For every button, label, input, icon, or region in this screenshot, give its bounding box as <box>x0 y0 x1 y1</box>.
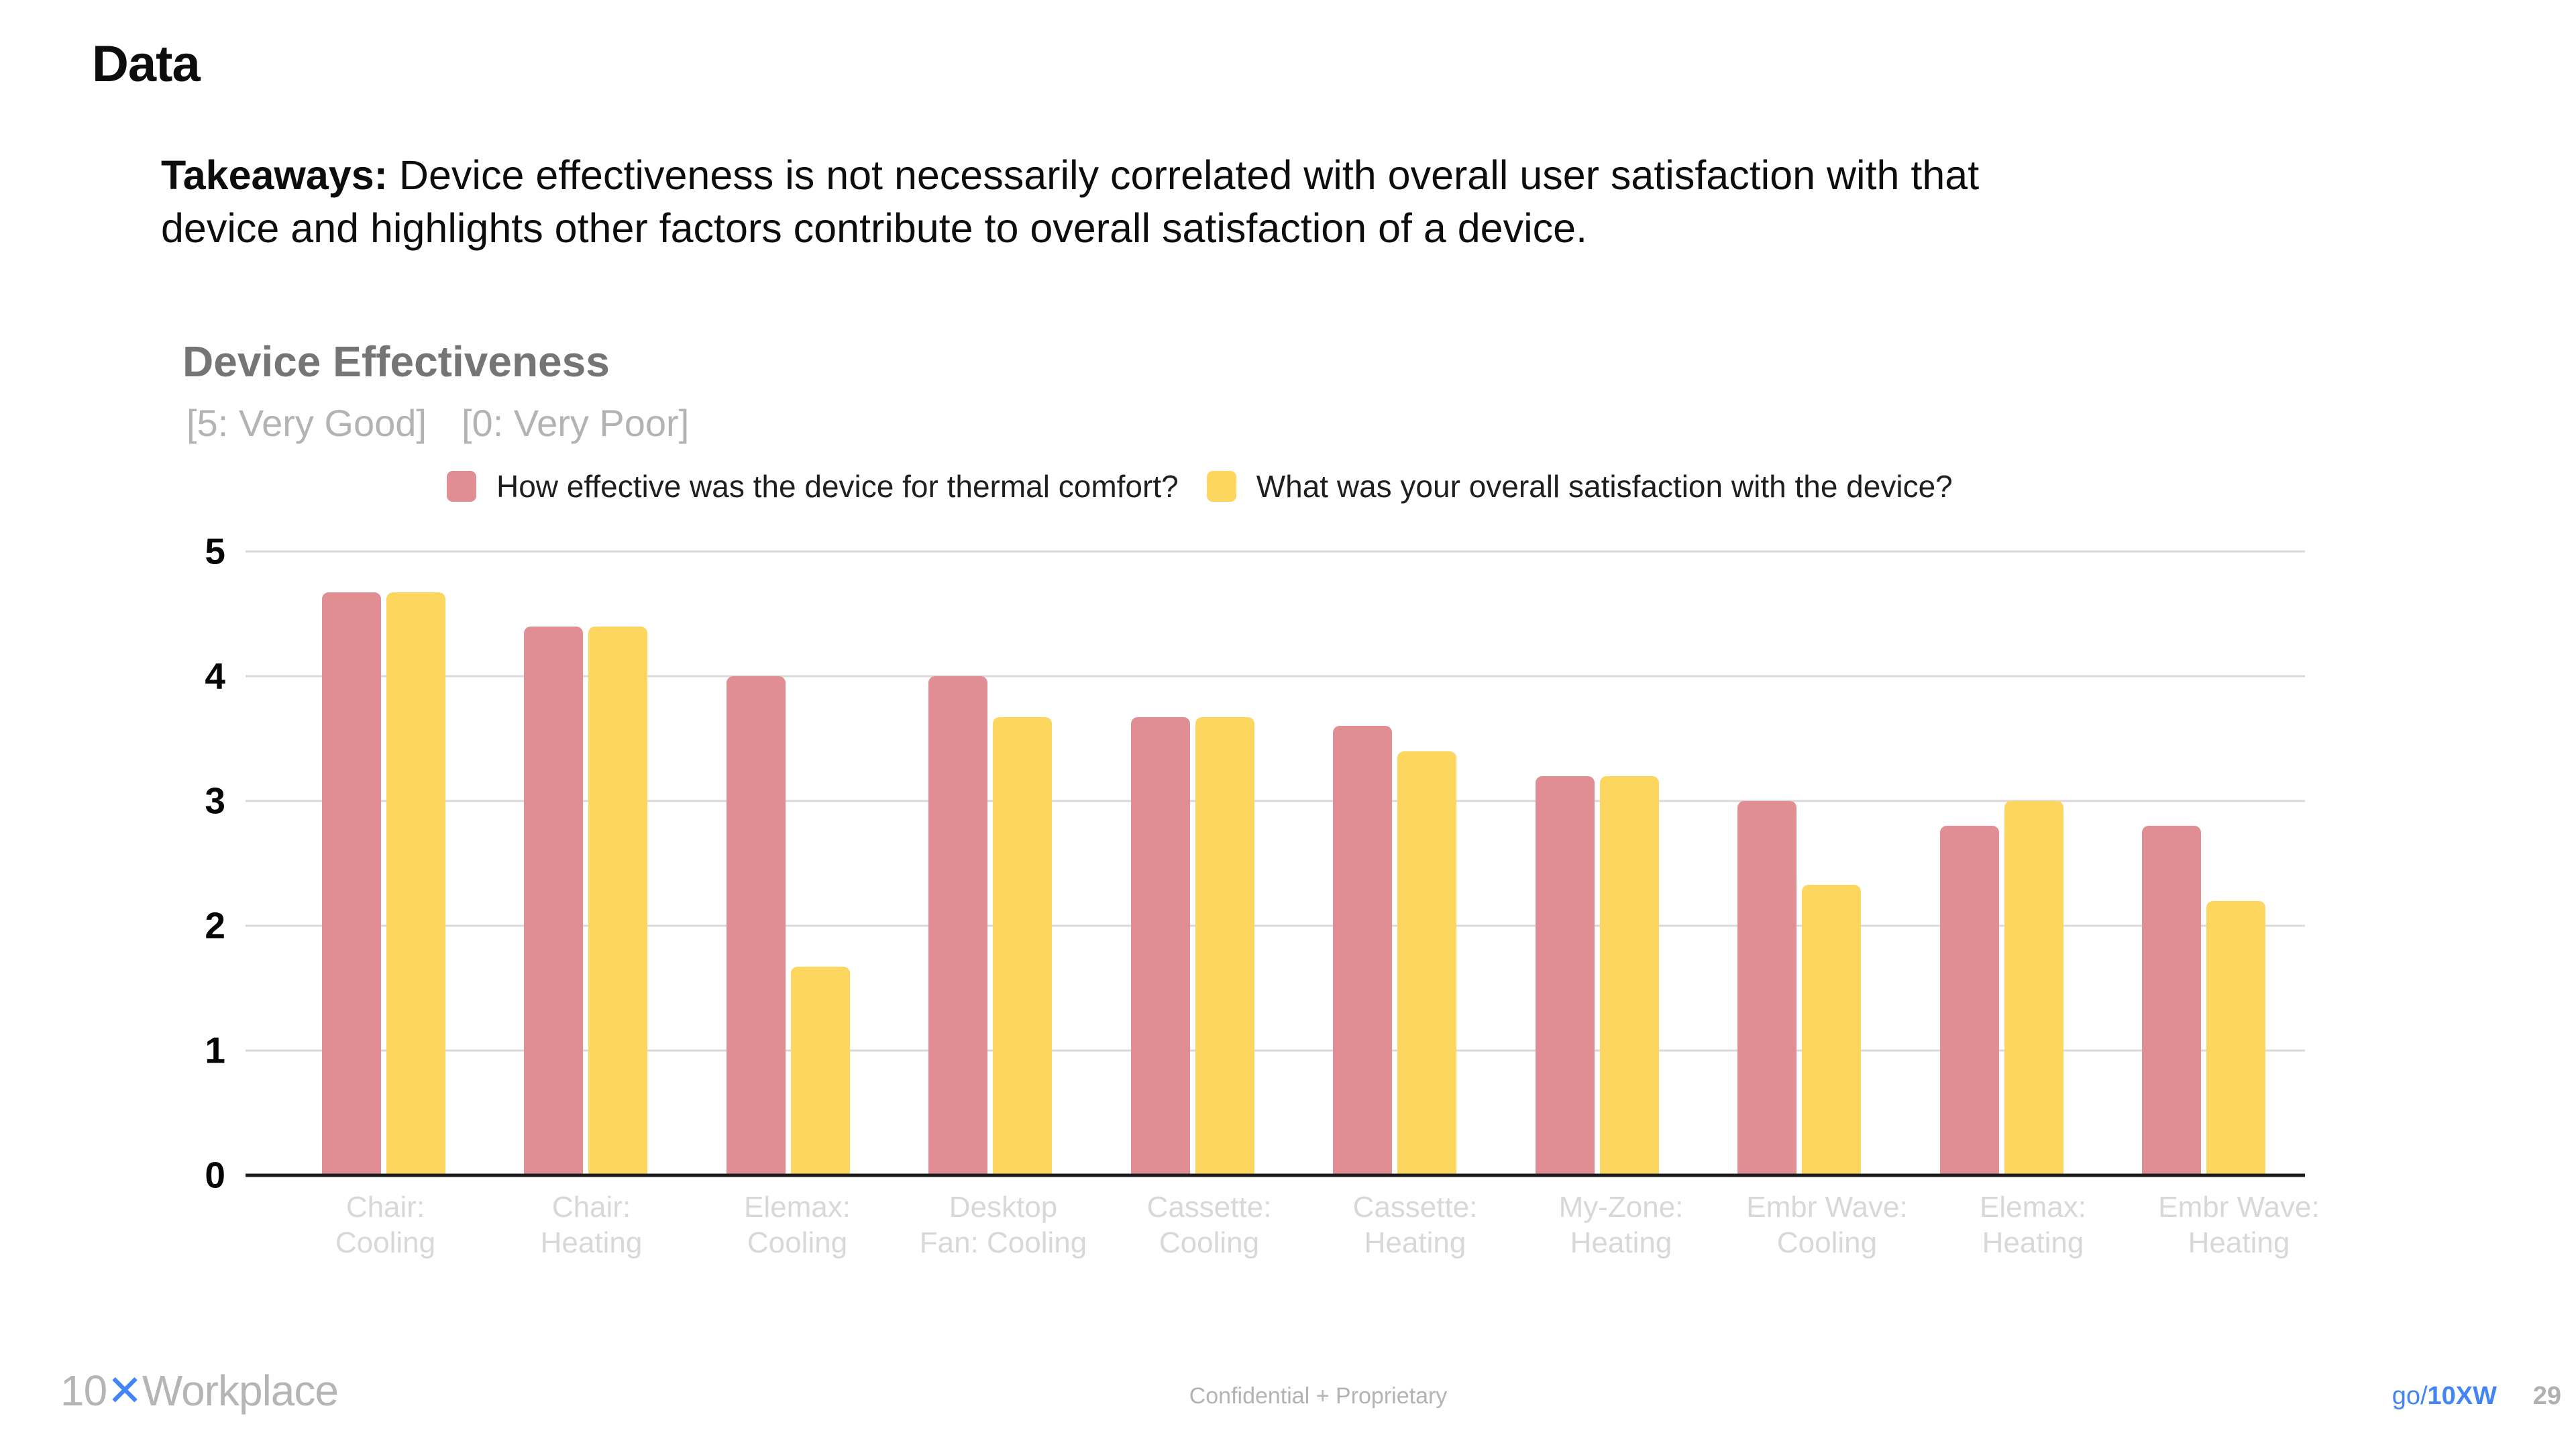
logo-x-icon: ✕ <box>107 1366 143 1415</box>
bar-group <box>1091 551 1294 1175</box>
confidential-notice: Confidential + Proprietary <box>1189 1383 1448 1409</box>
bar <box>524 626 584 1175</box>
page-number: 29 <box>2532 1382 2561 1410</box>
bar <box>1939 826 1999 1175</box>
page-title: Data <box>92 36 201 93</box>
bar <box>1195 717 1254 1175</box>
bar <box>993 717 1053 1175</box>
chart-legend: How effective was the device for thermal… <box>447 468 1953 504</box>
y-axis-tick-label: 5 <box>205 530 225 572</box>
legend-item-effectiveness: How effective was the device for thermal… <box>447 468 1179 504</box>
company-logo: 10✕Workplace <box>60 1366 339 1416</box>
scale-label-poor: [0: Very Poor] <box>461 402 690 444</box>
legend-swatch-satisfaction-icon <box>1206 471 1236 502</box>
legend-swatch-effectiveness-icon <box>447 471 476 502</box>
bar <box>1397 751 1457 1175</box>
takeaways-body: Device effectiveness is not necessarily … <box>161 152 1980 251</box>
bar <box>321 592 381 1175</box>
x-axis-category-label: My-Zone: Heating <box>1558 1191 1684 1259</box>
bar <box>2142 826 2202 1175</box>
chart-subtitle: [5: Very Good] [0: Very Poor] <box>186 401 689 445</box>
x-axis-line <box>246 1173 2305 1177</box>
go-link-bold: 10XW <box>2427 1382 2497 1410</box>
bar <box>386 592 445 1175</box>
takeaways-label: Takeaways: <box>161 152 388 198</box>
bar-group <box>2103 551 2306 1175</box>
y-axis-tick-label: 4 <box>205 655 225 697</box>
grid-line <box>246 924 2305 927</box>
bar-group <box>485 551 688 1175</box>
x-axis-category-label: Cassette: Heating <box>1352 1191 1478 1259</box>
logo-suffix: Workplace <box>142 1366 339 1415</box>
x-axis-category-label: Elemax: Heating <box>1980 1191 2086 1259</box>
x-axis-category-label: Embr Wave: Cooling <box>1746 1191 1908 1259</box>
bar-group <box>1699 551 1901 1175</box>
x-axis-category-label: Chair: Cooling <box>335 1191 436 1259</box>
grid-line <box>246 800 2305 802</box>
bar <box>2004 801 2063 1175</box>
bar <box>1333 726 1393 1175</box>
bar <box>1535 775 1595 1175</box>
logo-prefix: 10 <box>60 1366 107 1415</box>
bar-group <box>1496 551 1699 1175</box>
legend-label-effectiveness: How effective was the device for thermal… <box>496 469 1179 504</box>
bar <box>1599 775 1659 1175</box>
bar-group <box>282 551 485 1175</box>
bar <box>1130 717 1190 1175</box>
grid-line <box>246 1049 2305 1052</box>
x-axis-labels: Chair: Cooling Chair: Heating Elemax: Cool… <box>246 1190 2342 1261</box>
x-axis-category-label: Elemax: Cooling <box>744 1191 851 1259</box>
legend-item-satisfaction: What was your overall satisfaction with … <box>1206 468 1953 504</box>
bar-group <box>687 551 890 1175</box>
chart-title: Device Effectiveness <box>182 337 610 386</box>
x-axis-category-label: Chair: Heating <box>540 1191 643 1259</box>
y-axis-tick-label: 2 <box>205 904 225 947</box>
plot-area: 5 4 3 2 1 0 <box>205 533 2305 1193</box>
takeaways-text: Takeaways: Device effectiveness is not n… <box>161 149 2066 254</box>
legend-label-satisfaction: What was your overall satisfaction with … <box>1256 469 1953 504</box>
grid-line <box>246 675 2305 678</box>
y-axis-tick-label: 0 <box>205 1154 225 1196</box>
x-axis-category-label: Embr Wave: Heating <box>2158 1191 2320 1259</box>
x-axis-category-label: Cassette: Cooling <box>1146 1191 1272 1259</box>
x-axis-category-label: Desktop Fan: Cooling <box>919 1191 1087 1259</box>
y-axis-tick-label: 1 <box>205 1029 225 1071</box>
bar <box>1802 884 1862 1175</box>
y-axis-tick-label: 3 <box>205 780 225 822</box>
go-link-prefix: go/ <box>2392 1382 2428 1410</box>
bar <box>2206 900 2266 1175</box>
bar-group <box>1900 551 2103 1175</box>
bar <box>588 626 648 1175</box>
bar <box>790 967 850 1175</box>
go-link[interactable]: go/10XW <box>2392 1382 2497 1411</box>
bar <box>928 676 988 1175</box>
scale-label-good: [5: Very Good] <box>186 402 427 444</box>
bar-groups <box>246 551 2305 1175</box>
bar <box>1737 801 1797 1175</box>
bar-group <box>890 551 1092 1175</box>
bar <box>726 676 786 1175</box>
grid-line <box>246 550 2305 553</box>
bar-group <box>1294 551 1497 1175</box>
